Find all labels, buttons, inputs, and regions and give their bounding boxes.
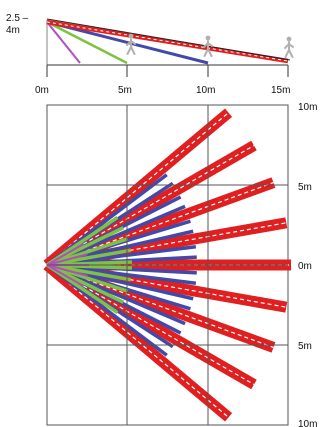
side-view: 2.5 – 4m 0m 5m 10m 15m: [6, 13, 294, 96]
distance-label-5m: 5m: [118, 85, 132, 96]
walking-person-icon: [203, 35, 213, 57]
upper-ray: [46, 18, 291, 61]
close-range-beam: [46, 243, 84, 266]
walking-person-icon: [126, 33, 136, 55]
range-label-5m-left: 5m: [298, 182, 312, 193]
red-ray-highlight: [46, 21, 289, 62]
long-range-beam-highlight: [46, 112, 229, 266]
distance-label-0m: 0m: [35, 85, 49, 96]
short-range-beam: [46, 263, 132, 282]
blue-ray: [46, 20, 209, 65]
side-view-rays: [46, 18, 291, 65]
green-ray: [46, 20, 128, 65]
long-range-beam-highlight: [46, 264, 255, 386]
top-view: 10m 5m 0m 5m 10m: [43, 102, 317, 427]
long-range-beam-highlight: [46, 264, 274, 348]
mount-height-label-line1: 2.5 –: [6, 13, 29, 24]
long-range-beam-highlight: [46, 182, 274, 266]
range-label-10m-left: 10m: [298, 102, 317, 113]
range-label-0m: 0m: [298, 261, 312, 272]
mount-height-label-line2: 4m: [6, 25, 20, 36]
range-label-10m-right: 10m: [298, 419, 317, 427]
grid-overlay-lines: [47, 105, 288, 425]
distance-label-15m: 15m: [271, 85, 290, 96]
long-range-beam-highlight: [46, 222, 287, 266]
close-range-beam: [46, 253, 88, 266]
range-label-5m-right: 5m: [298, 341, 312, 352]
walking-person-icon: [284, 36, 294, 58]
purple-ray: [46, 21, 81, 64]
long-range-beam-highlight: [46, 264, 229, 418]
long-range-beam-highlight: [46, 144, 255, 266]
distance-ticks: [46, 65, 289, 77]
close-range-beam: [46, 264, 88, 277]
close-range-beam: [46, 264, 84, 287]
distance-label-10m: 10m: [196, 85, 215, 96]
long-range-beam-highlight: [46, 264, 287, 308]
short-range-beam: [46, 248, 132, 267]
